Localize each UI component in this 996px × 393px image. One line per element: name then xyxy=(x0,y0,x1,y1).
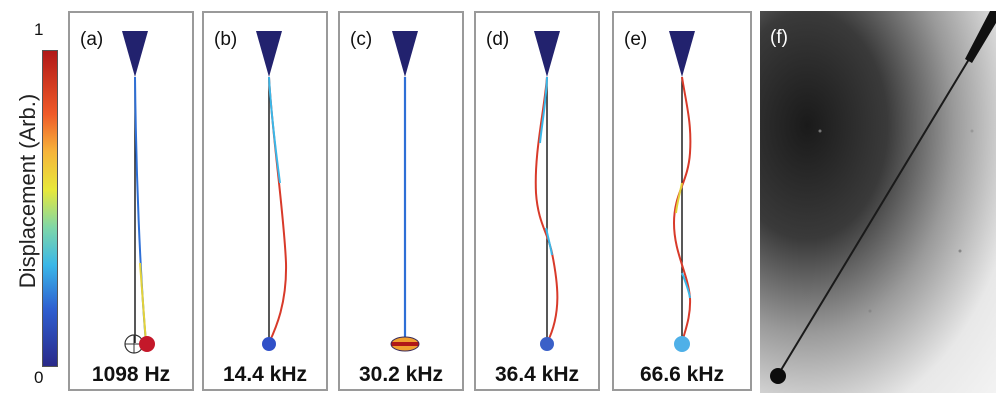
colorbar xyxy=(42,50,58,367)
mode-shape-d xyxy=(534,31,560,351)
panel-label-f: (f) xyxy=(770,27,788,48)
panel-e: (e) 66.6 kHz xyxy=(612,11,752,391)
panel-label-e: (e) xyxy=(624,29,648,50)
mode-shape-b xyxy=(256,31,288,351)
panel-b: (b) 14.4 kHz xyxy=(202,11,328,391)
panel-d: (d) 36.4 kHz xyxy=(474,11,600,391)
colorbar-label: Displacement (Arb.) xyxy=(15,93,40,289)
panel-a: (a) 1098 Hz xyxy=(68,11,194,391)
photo-fiber-drawing xyxy=(770,11,996,384)
panel-label-d: (d) xyxy=(486,29,510,50)
panel-label-c: (c) xyxy=(350,29,373,50)
panel-label-a: (a) xyxy=(80,29,104,50)
frequency-label-e: 66.6 kHz xyxy=(639,363,725,386)
colorbar-max-label: 1 xyxy=(34,20,44,39)
frequency-label-b: 14.4 kHz xyxy=(222,363,308,386)
panel-label-b: (b) xyxy=(214,29,238,50)
panel-c: (c) 30.2 kHz xyxy=(338,11,464,391)
mode-shape-c xyxy=(390,31,420,352)
frequency-label-a: 1098 Hz xyxy=(91,363,171,386)
frequency-label-c: 30.2 kHz xyxy=(358,363,444,386)
mode-shape-a xyxy=(122,31,155,354)
colorbar-min-label: 0 xyxy=(34,368,44,387)
mode-shape-e xyxy=(669,31,695,352)
photo-panel-f: (f) xyxy=(760,11,996,393)
frequency-label-d: 36.4 kHz xyxy=(494,363,580,386)
